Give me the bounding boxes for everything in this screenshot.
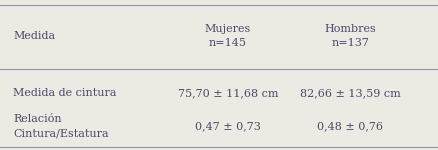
Text: 0,47 ± 0,73: 0,47 ± 0,73: [195, 121, 261, 131]
Text: Hombres
n=137: Hombres n=137: [325, 24, 376, 48]
Text: Medida: Medida: [13, 31, 55, 41]
Text: Relación
Cintura/Estatura: Relación Cintura/Estatura: [13, 114, 109, 138]
Text: 75,70 ± 11,68 cm: 75,70 ± 11,68 cm: [177, 88, 278, 98]
Text: 82,66 ± 13,59 cm: 82,66 ± 13,59 cm: [300, 88, 401, 98]
Text: Medida de cintura: Medida de cintura: [13, 88, 117, 98]
Text: 0,48 ± 0,76: 0,48 ± 0,76: [318, 121, 383, 131]
Text: Mujeres
n=145: Mujeres n=145: [205, 24, 251, 48]
